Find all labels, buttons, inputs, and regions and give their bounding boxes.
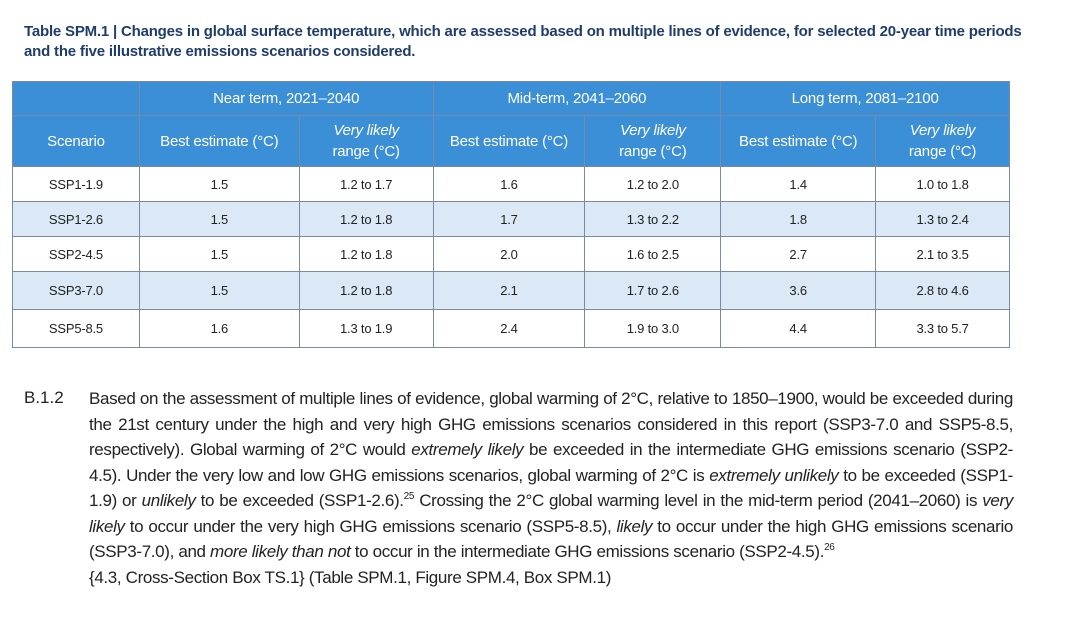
best-estimate-cell: 1.5 bbox=[138, 236, 300, 272]
range-cell: 1.0 to 1.8 bbox=[875, 166, 1010, 202]
table-row: SSP3-7.0 1.5 1.2 to 1.8 2.1 1.7 to 2.6 3… bbox=[12, 271, 1010, 310]
scenario-cell: SSP1-2.6 bbox=[12, 201, 140, 237]
best-estimate-header: Best estimate (°C) bbox=[720, 115, 877, 167]
footnote-ref[interactable]: 26 bbox=[824, 542, 835, 553]
paragraph-text: Crossing the 2°C global warming level in… bbox=[414, 491, 983, 510]
footnote-ref[interactable]: 25 bbox=[403, 491, 415, 502]
best-estimate-cell: 4.4 bbox=[720, 309, 877, 348]
range-cell: 3.3 to 5.7 bbox=[875, 309, 1010, 348]
likelihood-term: very likely bbox=[89, 491, 1013, 536]
likelihood-term: more likely than not bbox=[210, 542, 351, 561]
likely-range-header-line2: range (°C) bbox=[908, 143, 977, 160]
range-cell: 1.2 to 1.8 bbox=[298, 201, 434, 237]
scenario-cell: SSP1-1.9 bbox=[12, 166, 140, 202]
best-estimate-cell: 1.6 bbox=[432, 166, 586, 202]
range-cell: 1.2 to 1.8 bbox=[298, 271, 434, 310]
range-cell: 1.2 to 1.7 bbox=[298, 166, 434, 202]
table-row: SSP1-1.9 1.5 1.2 to 1.7 1.6 1.2 to 2.0 1… bbox=[12, 166, 1010, 202]
range-cell: 1.2 to 2.0 bbox=[584, 166, 722, 202]
best-estimate-cell: 2.7 bbox=[720, 236, 877, 272]
likelihood-term: extremely likely bbox=[411, 440, 524, 459]
best-estimate-cell: 2.1 bbox=[432, 271, 586, 310]
period-header-row: Near term, 2021–2040 Mid-term, 2041–2060… bbox=[12, 81, 1010, 116]
temperature-table: Near term, 2021–2040 Mid-term, 2041–2060… bbox=[12, 81, 1010, 348]
best-estimate-cell: 3.6 bbox=[720, 271, 877, 310]
scenario-cell: SSP3-7.0 bbox=[12, 271, 140, 310]
range-cell: 1.6 to 2.5 bbox=[584, 236, 722, 272]
paragraph-text: to occur under the very high GHG emissio… bbox=[124, 516, 617, 536]
period-header-mid: Mid-term, 2041–2060 bbox=[432, 81, 722, 116]
paragraph-text: to be exceeded (SSP1-2.6). bbox=[195, 491, 404, 510]
paragraph-text: to occur under the high GHG emissions sc… bbox=[89, 516, 1013, 562]
scenario-cell: SSP5-8.5 bbox=[12, 309, 140, 348]
period-header-long: Long term, 2081–2100 bbox=[720, 81, 1010, 116]
likelihood-term: extremely unlikely bbox=[709, 465, 839, 485]
likely-range-header: Very likely range (°C) bbox=[584, 115, 722, 167]
paragraph-text: Based on the assessment of multiple line… bbox=[89, 389, 1013, 459]
best-estimate-cell: 1.7 bbox=[432, 201, 586, 237]
likely-range-header-line2: range (°C) bbox=[619, 143, 687, 160]
likely-range-header-line2: range (°C) bbox=[332, 143, 400, 160]
best-estimate-header: Best estimate (°C) bbox=[138, 115, 300, 167]
range-cell: 1.2 to 1.8 bbox=[298, 236, 434, 272]
range-cell: 2.8 to 4.6 bbox=[875, 271, 1010, 310]
paragraph-text: be exceeded in the intermediate GHG emis… bbox=[89, 440, 1013, 485]
best-estimate-cell: 1.5 bbox=[138, 271, 300, 310]
likely-range-header-line1: Very likely bbox=[909, 122, 976, 139]
blank-header-cell bbox=[12, 81, 140, 116]
paragraph-text: to be exceeded (SSP1-1.9) or bbox=[89, 465, 1013, 511]
likely-range-header: Very likely range (°C) bbox=[875, 115, 1010, 167]
range-cell: 1.7 to 2.6 bbox=[584, 271, 722, 310]
column-header-row: Scenario Best estimate (°C) Very likely r… bbox=[12, 115, 1010, 167]
table-caption: Table SPM.1 | Changes in global surface … bbox=[24, 23, 1022, 60]
likelihood-term: unlikely bbox=[141, 491, 196, 510]
best-estimate-cell: 1.8 bbox=[720, 201, 877, 237]
likely-range-header-line1: Very likely bbox=[620, 122, 686, 139]
cross-references: {4.3, Cross-Section Box TS.1} (Table SPM… bbox=[89, 567, 612, 587]
section-number: B.1.2 bbox=[24, 388, 64, 407]
best-estimate-cell: 1.5 bbox=[138, 166, 300, 202]
range-cell: 2.1 to 3.5 bbox=[875, 236, 1010, 272]
likely-range-header: Very likely range (°C) bbox=[298, 115, 434, 167]
table-row: SSP2-4.5 1.5 1.2 to 1.8 2.0 1.6 to 2.5 2… bbox=[12, 236, 1010, 272]
table-row: SSP1-2.6 1.5 1.2 to 1.8 1.7 1.3 to 2.2 1… bbox=[12, 201, 1010, 237]
likely-range-header-line1: Very likely bbox=[333, 122, 399, 139]
likelihood-term: likely bbox=[616, 516, 653, 536]
best-estimate-cell: 1.5 bbox=[138, 201, 300, 237]
period-header-near: Near term, 2021–2040 bbox=[138, 81, 434, 116]
best-estimate-cell: 2.0 bbox=[432, 236, 586, 272]
best-estimate-cell: 1.4 bbox=[720, 166, 877, 202]
range-cell: 1.3 to 2.2 bbox=[584, 201, 722, 237]
range-cell: 1.9 to 3.0 bbox=[584, 309, 722, 348]
table-row: SSP5-8.5 1.6 1.3 to 1.9 2.4 1.9 to 3.0 4… bbox=[12, 309, 1010, 348]
paragraph-text: to occur in the intermediate GHG emissio… bbox=[350, 542, 825, 561]
best-estimate-header: Best estimate (°C) bbox=[432, 115, 586, 167]
scenario-header: Scenario bbox=[12, 115, 140, 167]
range-cell: 1.3 to 2.4 bbox=[875, 201, 1010, 237]
best-estimate-cell: 2.4 bbox=[432, 309, 586, 348]
section-paragraph: Based on the assessment of multiple line… bbox=[89, 386, 1013, 590]
scenario-cell: SSP2-4.5 bbox=[12, 236, 140, 272]
best-estimate-cell: 1.6 bbox=[138, 309, 300, 348]
range-cell: 1.3 to 1.9 bbox=[298, 309, 434, 348]
